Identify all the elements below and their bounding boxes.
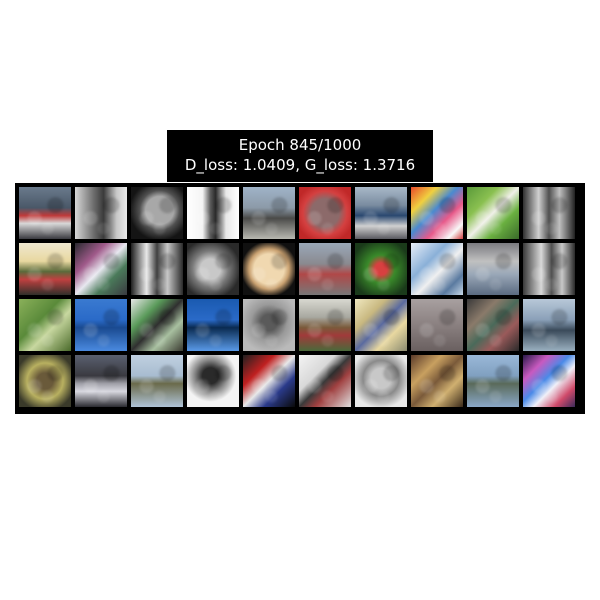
figure-title: Epoch 845/1000 D_loss: 1.0409, G_loss: 1… xyxy=(167,130,433,182)
generated-image-tile xyxy=(131,187,183,239)
epoch-label: Epoch 845/1000 xyxy=(238,136,362,154)
generated-image-tile xyxy=(411,299,463,351)
generated-image-tile xyxy=(467,299,519,351)
generated-image-tile xyxy=(19,299,71,351)
generated-image-tile xyxy=(187,243,239,295)
generated-image-tile xyxy=(75,243,127,295)
loss-label: D_loss: 1.0409, G_loss: 1.3716 xyxy=(184,156,416,174)
generated-image-tile xyxy=(523,187,575,239)
generated-image-tile xyxy=(19,187,71,239)
generated-image-tile xyxy=(75,355,127,407)
generated-image-tile xyxy=(411,243,463,295)
generated-image-tile xyxy=(19,355,71,407)
generated-image-tile xyxy=(187,187,239,239)
generated-sample-grid xyxy=(19,187,581,410)
generated-image-tile xyxy=(355,243,407,295)
generated-image-tile xyxy=(411,187,463,239)
generated-image-tile xyxy=(355,355,407,407)
generated-image-tile xyxy=(19,243,71,295)
generated-image-tile xyxy=(243,355,295,407)
generated-image-tile xyxy=(187,299,239,351)
generated-image-tile xyxy=(131,243,183,295)
sample-grid-frame xyxy=(15,183,585,414)
generated-image-tile xyxy=(299,243,351,295)
generated-image-tile xyxy=(523,355,575,407)
generated-image-tile xyxy=(75,299,127,351)
generated-image-tile xyxy=(75,187,127,239)
generated-image-tile xyxy=(131,299,183,351)
generated-image-tile xyxy=(467,187,519,239)
generated-image-tile xyxy=(355,299,407,351)
generated-image-tile xyxy=(411,355,463,407)
generated-image-tile xyxy=(243,299,295,351)
generated-image-tile xyxy=(299,187,351,239)
generated-image-tile xyxy=(467,243,519,295)
generated-image-tile xyxy=(243,187,295,239)
generated-image-tile xyxy=(243,243,295,295)
generated-image-tile xyxy=(299,299,351,351)
generated-image-tile xyxy=(131,355,183,407)
generated-image-tile xyxy=(523,243,575,295)
generated-image-tile xyxy=(299,355,351,407)
generated-image-tile xyxy=(355,187,407,239)
generated-image-tile xyxy=(523,299,575,351)
generated-image-tile xyxy=(187,355,239,407)
generated-image-tile xyxy=(467,355,519,407)
